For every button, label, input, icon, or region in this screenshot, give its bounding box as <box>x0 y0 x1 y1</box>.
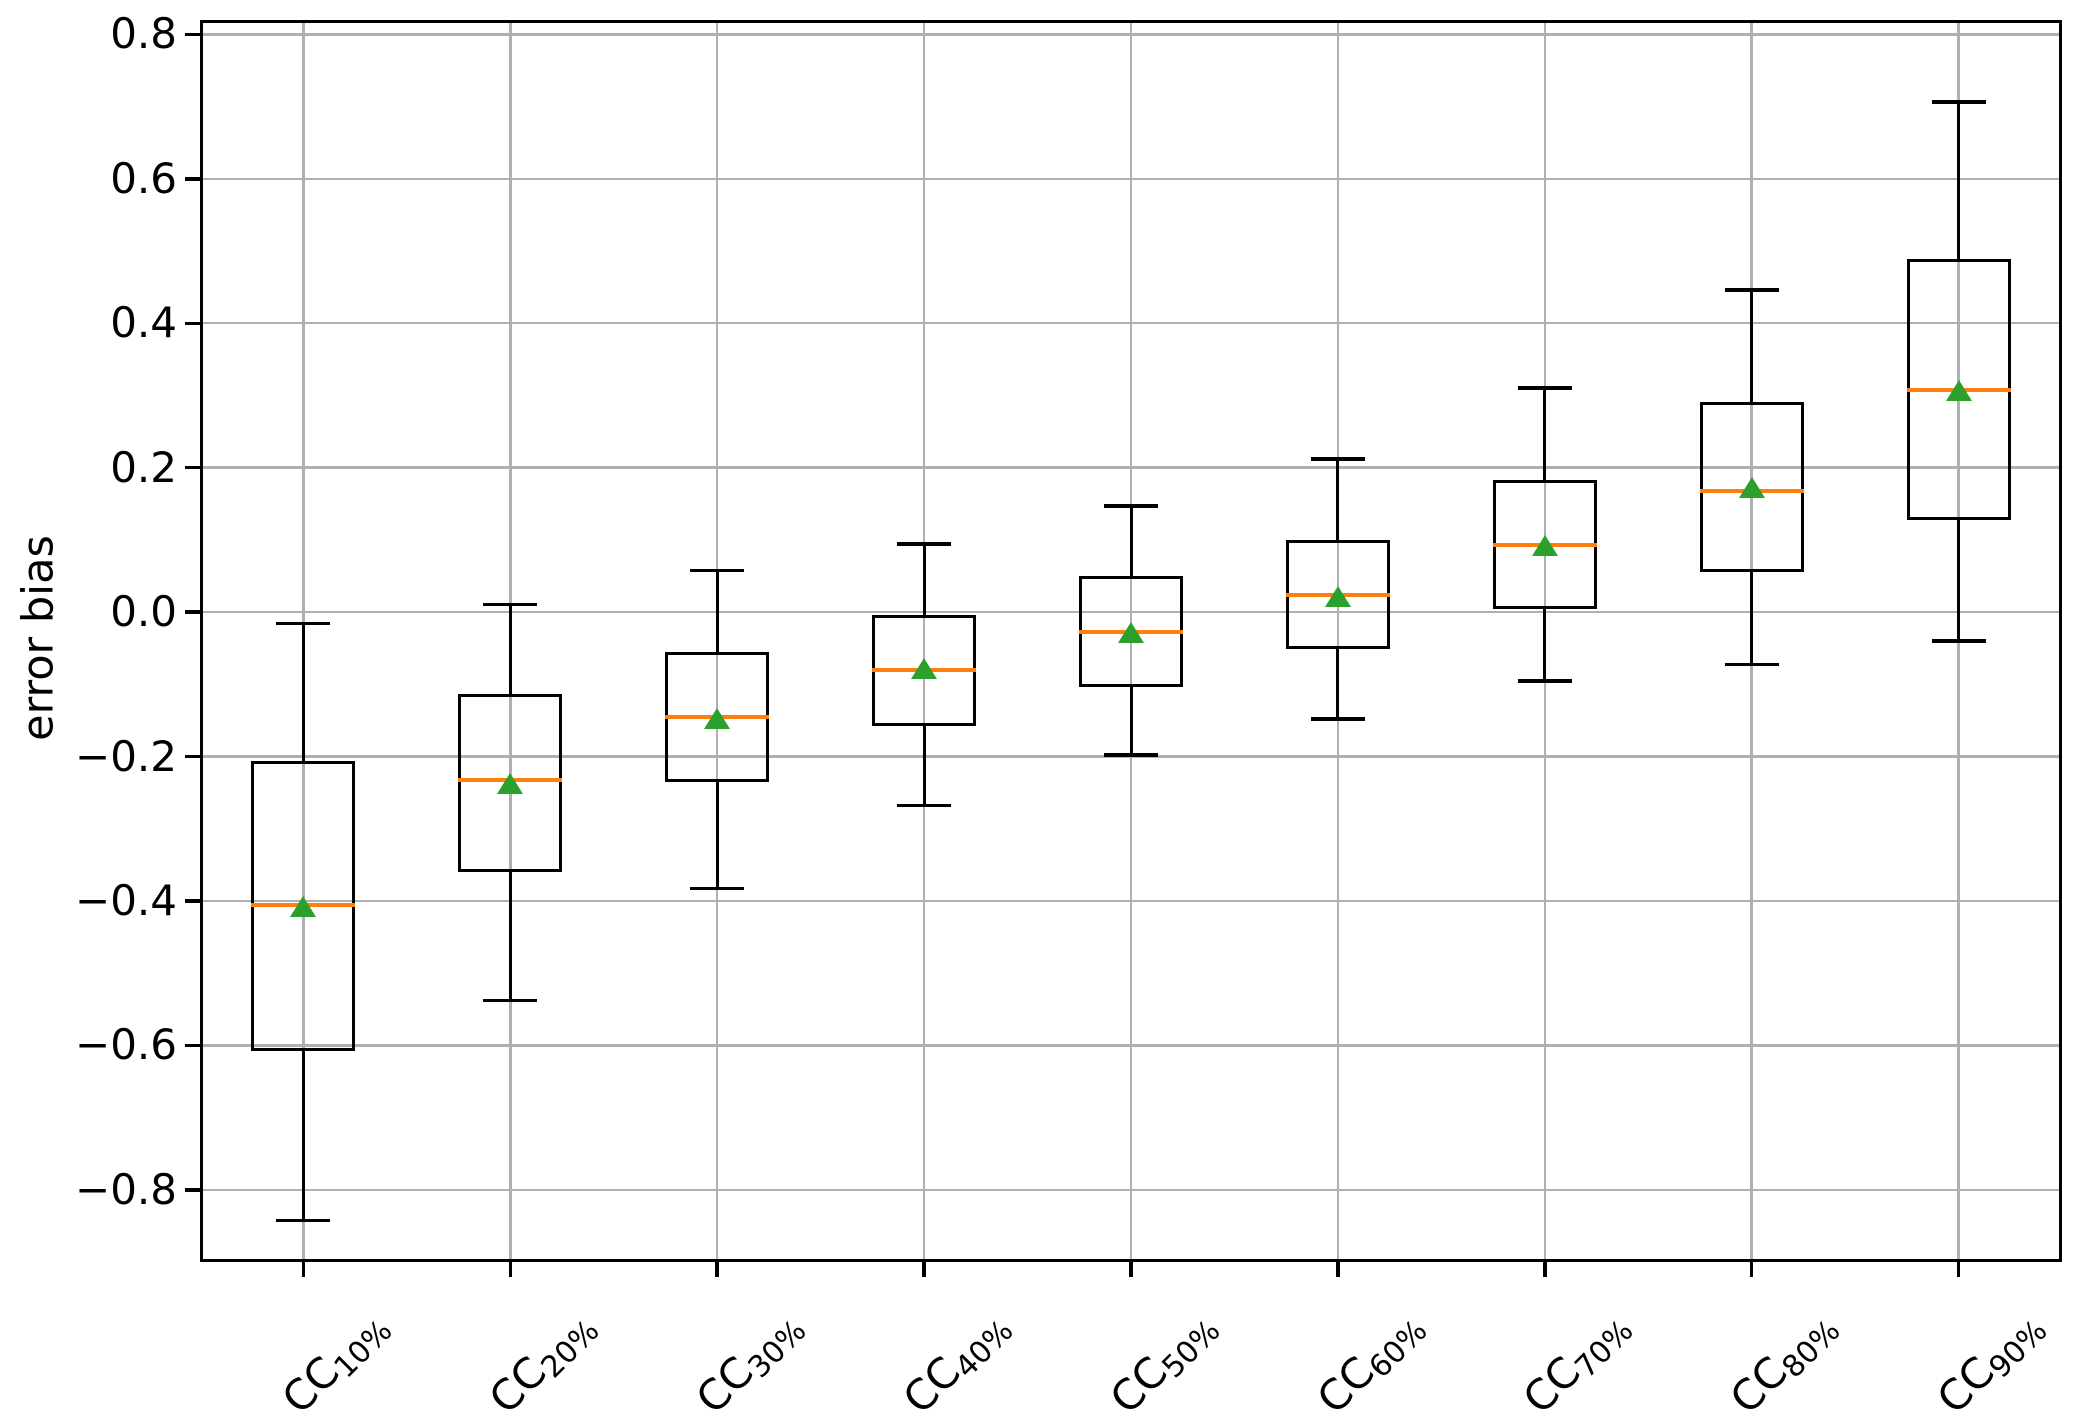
upper-whisker-cap <box>897 542 952 546</box>
upper-whisker <box>1750 289 1754 404</box>
x-tick-mark <box>1543 1262 1547 1277</box>
mean-marker <box>1738 477 1765 499</box>
y-tick-label: −0.2 <box>75 731 177 781</box>
x-tick-mark <box>1749 1262 1754 1277</box>
lower-whisker <box>922 724 926 806</box>
mean-marker <box>1324 585 1351 607</box>
lower-whisker-cap <box>1517 679 1572 683</box>
upper-whisker-cap <box>1310 457 1365 461</box>
x-tick-mark <box>1336 1262 1340 1277</box>
lower-whisker <box>1129 685 1133 755</box>
upper-whisker-cap <box>276 621 331 626</box>
x-tick-label-text: CC90% <box>1928 1302 2055 1424</box>
y-tick-label: −0.8 <box>75 1164 177 1214</box>
x-tick-label-text: CC40% <box>893 1302 1020 1424</box>
x-tick-label-text: CC20% <box>480 1302 607 1424</box>
upper-whisker-cap <box>1104 504 1158 508</box>
lower-whisker-cap <box>1104 753 1158 757</box>
y-tick-mark <box>185 754 200 759</box>
y-tick-mark <box>185 1188 200 1192</box>
lower-whisker-cap <box>897 803 952 808</box>
x-tick-mark <box>1129 1262 1133 1277</box>
mean-marker <box>1118 621 1144 643</box>
box-iqr <box>1699 402 1804 573</box>
x-tick-label-text: CC60% <box>1307 1302 1434 1424</box>
upper-whisker <box>301 623 305 763</box>
upper-whisker <box>715 570 719 654</box>
y-tick-mark <box>185 177 200 181</box>
x-tick-label-text: CC30% <box>686 1302 813 1424</box>
x-gridline <box>1336 23 1340 1259</box>
x-tick-label-text: CC10% <box>273 1302 400 1424</box>
y-axis-label-text: error bias <box>13 535 64 741</box>
y-tick-mark <box>185 899 200 903</box>
y-tick-label: 0.8 <box>110 9 177 59</box>
lower-whisker-cap <box>483 998 538 1003</box>
upper-whisker <box>1129 505 1133 578</box>
x-gridline <box>922 23 926 1259</box>
y-tick-mark <box>185 321 200 326</box>
box-iqr <box>458 694 563 872</box>
upper-whisker <box>508 604 512 696</box>
lower-whisker-cap <box>690 886 745 891</box>
y-tick-label: −0.4 <box>75 875 177 925</box>
y-tick-label: 0.0 <box>110 587 177 637</box>
upper-whisker-cap <box>483 602 538 607</box>
lower-whisker-cap <box>1310 717 1365 721</box>
x-tick-label-text: CC70% <box>1514 1302 1641 1424</box>
lower-whisker-cap <box>276 1218 331 1223</box>
lower-whisker <box>1750 570 1754 665</box>
y-tick-mark <box>185 465 200 470</box>
lower-whisker <box>1336 648 1340 719</box>
lower-whisker <box>508 870 512 1001</box>
upper-whisker <box>1336 458 1340 542</box>
y-tick-mark <box>185 1043 200 1048</box>
x-tick-label-text: CC50% <box>1100 1302 1227 1424</box>
x-tick-mark <box>1956 1262 1961 1277</box>
x-tick-mark <box>922 1262 926 1277</box>
upper-whisker-cap <box>1931 100 1986 104</box>
x-tick-label-text: CC80% <box>1721 1302 1848 1424</box>
mean-marker <box>290 896 317 917</box>
upper-whisker-cap <box>1724 288 1779 292</box>
lower-whisker <box>301 1049 305 1221</box>
mean-marker <box>1531 534 1558 556</box>
lower-whisker <box>1957 518 1961 641</box>
x-tick-mark <box>715 1262 719 1277</box>
y-tick-label: 0.4 <box>110 298 177 348</box>
lower-whisker-cap <box>1931 639 1986 643</box>
y-tick-mark <box>185 32 200 37</box>
y-tick-label: 0.6 <box>110 153 177 203</box>
y-tick-mark <box>185 610 200 614</box>
x-tick-mark <box>301 1262 306 1277</box>
mean-marker <box>497 773 524 795</box>
mean-marker <box>1945 379 1972 401</box>
lower-whisker <box>1543 607 1547 682</box>
upper-whisker <box>1543 388 1547 482</box>
y-tick-label: −0.6 <box>75 1020 177 1070</box>
lower-whisker-cap <box>1724 662 1779 667</box>
y-tick-label: 0.2 <box>110 442 177 492</box>
upper-whisker <box>1957 102 1961 261</box>
upper-whisker-cap <box>1517 386 1572 390</box>
mean-marker <box>911 657 938 679</box>
plot-area <box>200 20 2062 1262</box>
mean-marker <box>704 708 731 730</box>
lower-whisker <box>715 780 719 889</box>
x-tick-mark <box>508 1262 513 1277</box>
upper-whisker <box>922 544 926 617</box>
upper-whisker-cap <box>690 568 745 573</box>
